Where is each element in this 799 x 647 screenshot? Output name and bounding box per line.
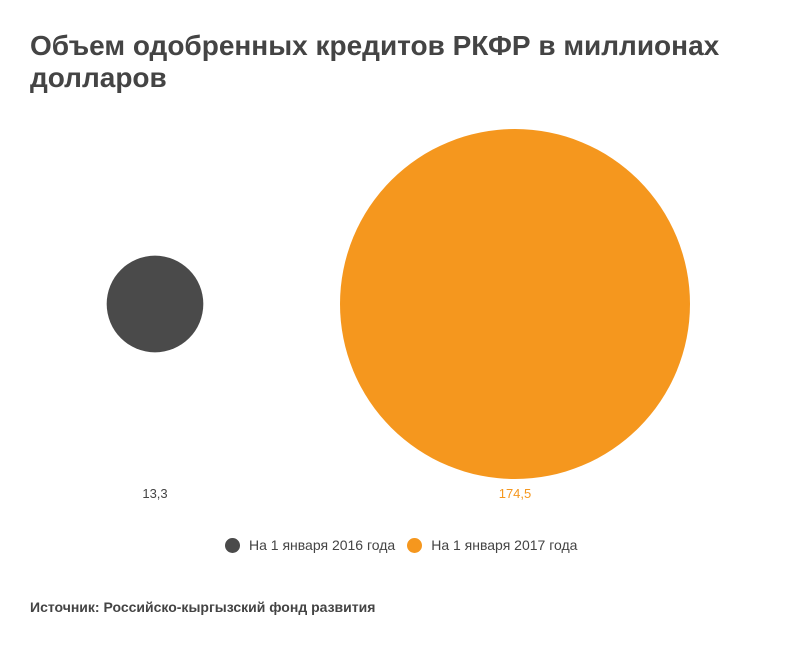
- legend-item-2017[interactable]: На 1 января 2017 года: [407, 537, 577, 553]
- legend-item-2016[interactable]: На 1 января 2016 года: [225, 537, 395, 553]
- data-label-2016: 13,3: [142, 486, 167, 501]
- legend-marker-2016: [225, 537, 240, 553]
- legend-label-2017: На 1 января 2017 года: [431, 537, 578, 553]
- bubble-2016[interactable]: [106, 255, 204, 353]
- bubble-2017[interactable]: [340, 129, 690, 479]
- legend-marker-2017: [407, 537, 423, 553]
- chart-title: Объем одобренных кредитов РКФР в миллион…: [30, 30, 720, 93]
- legend-label-2016: На 1 января 2016 года: [249, 537, 396, 553]
- data-label-2017: 174,5: [499, 486, 532, 501]
- source-note: Источник: Российско-кыргызский фонд разв…: [30, 599, 376, 615]
- legend: На 1 января 2016 года На 1 января 2017 г…: [225, 537, 589, 553]
- bubble-chart: 13,3 174,5: [106, 129, 690, 501]
